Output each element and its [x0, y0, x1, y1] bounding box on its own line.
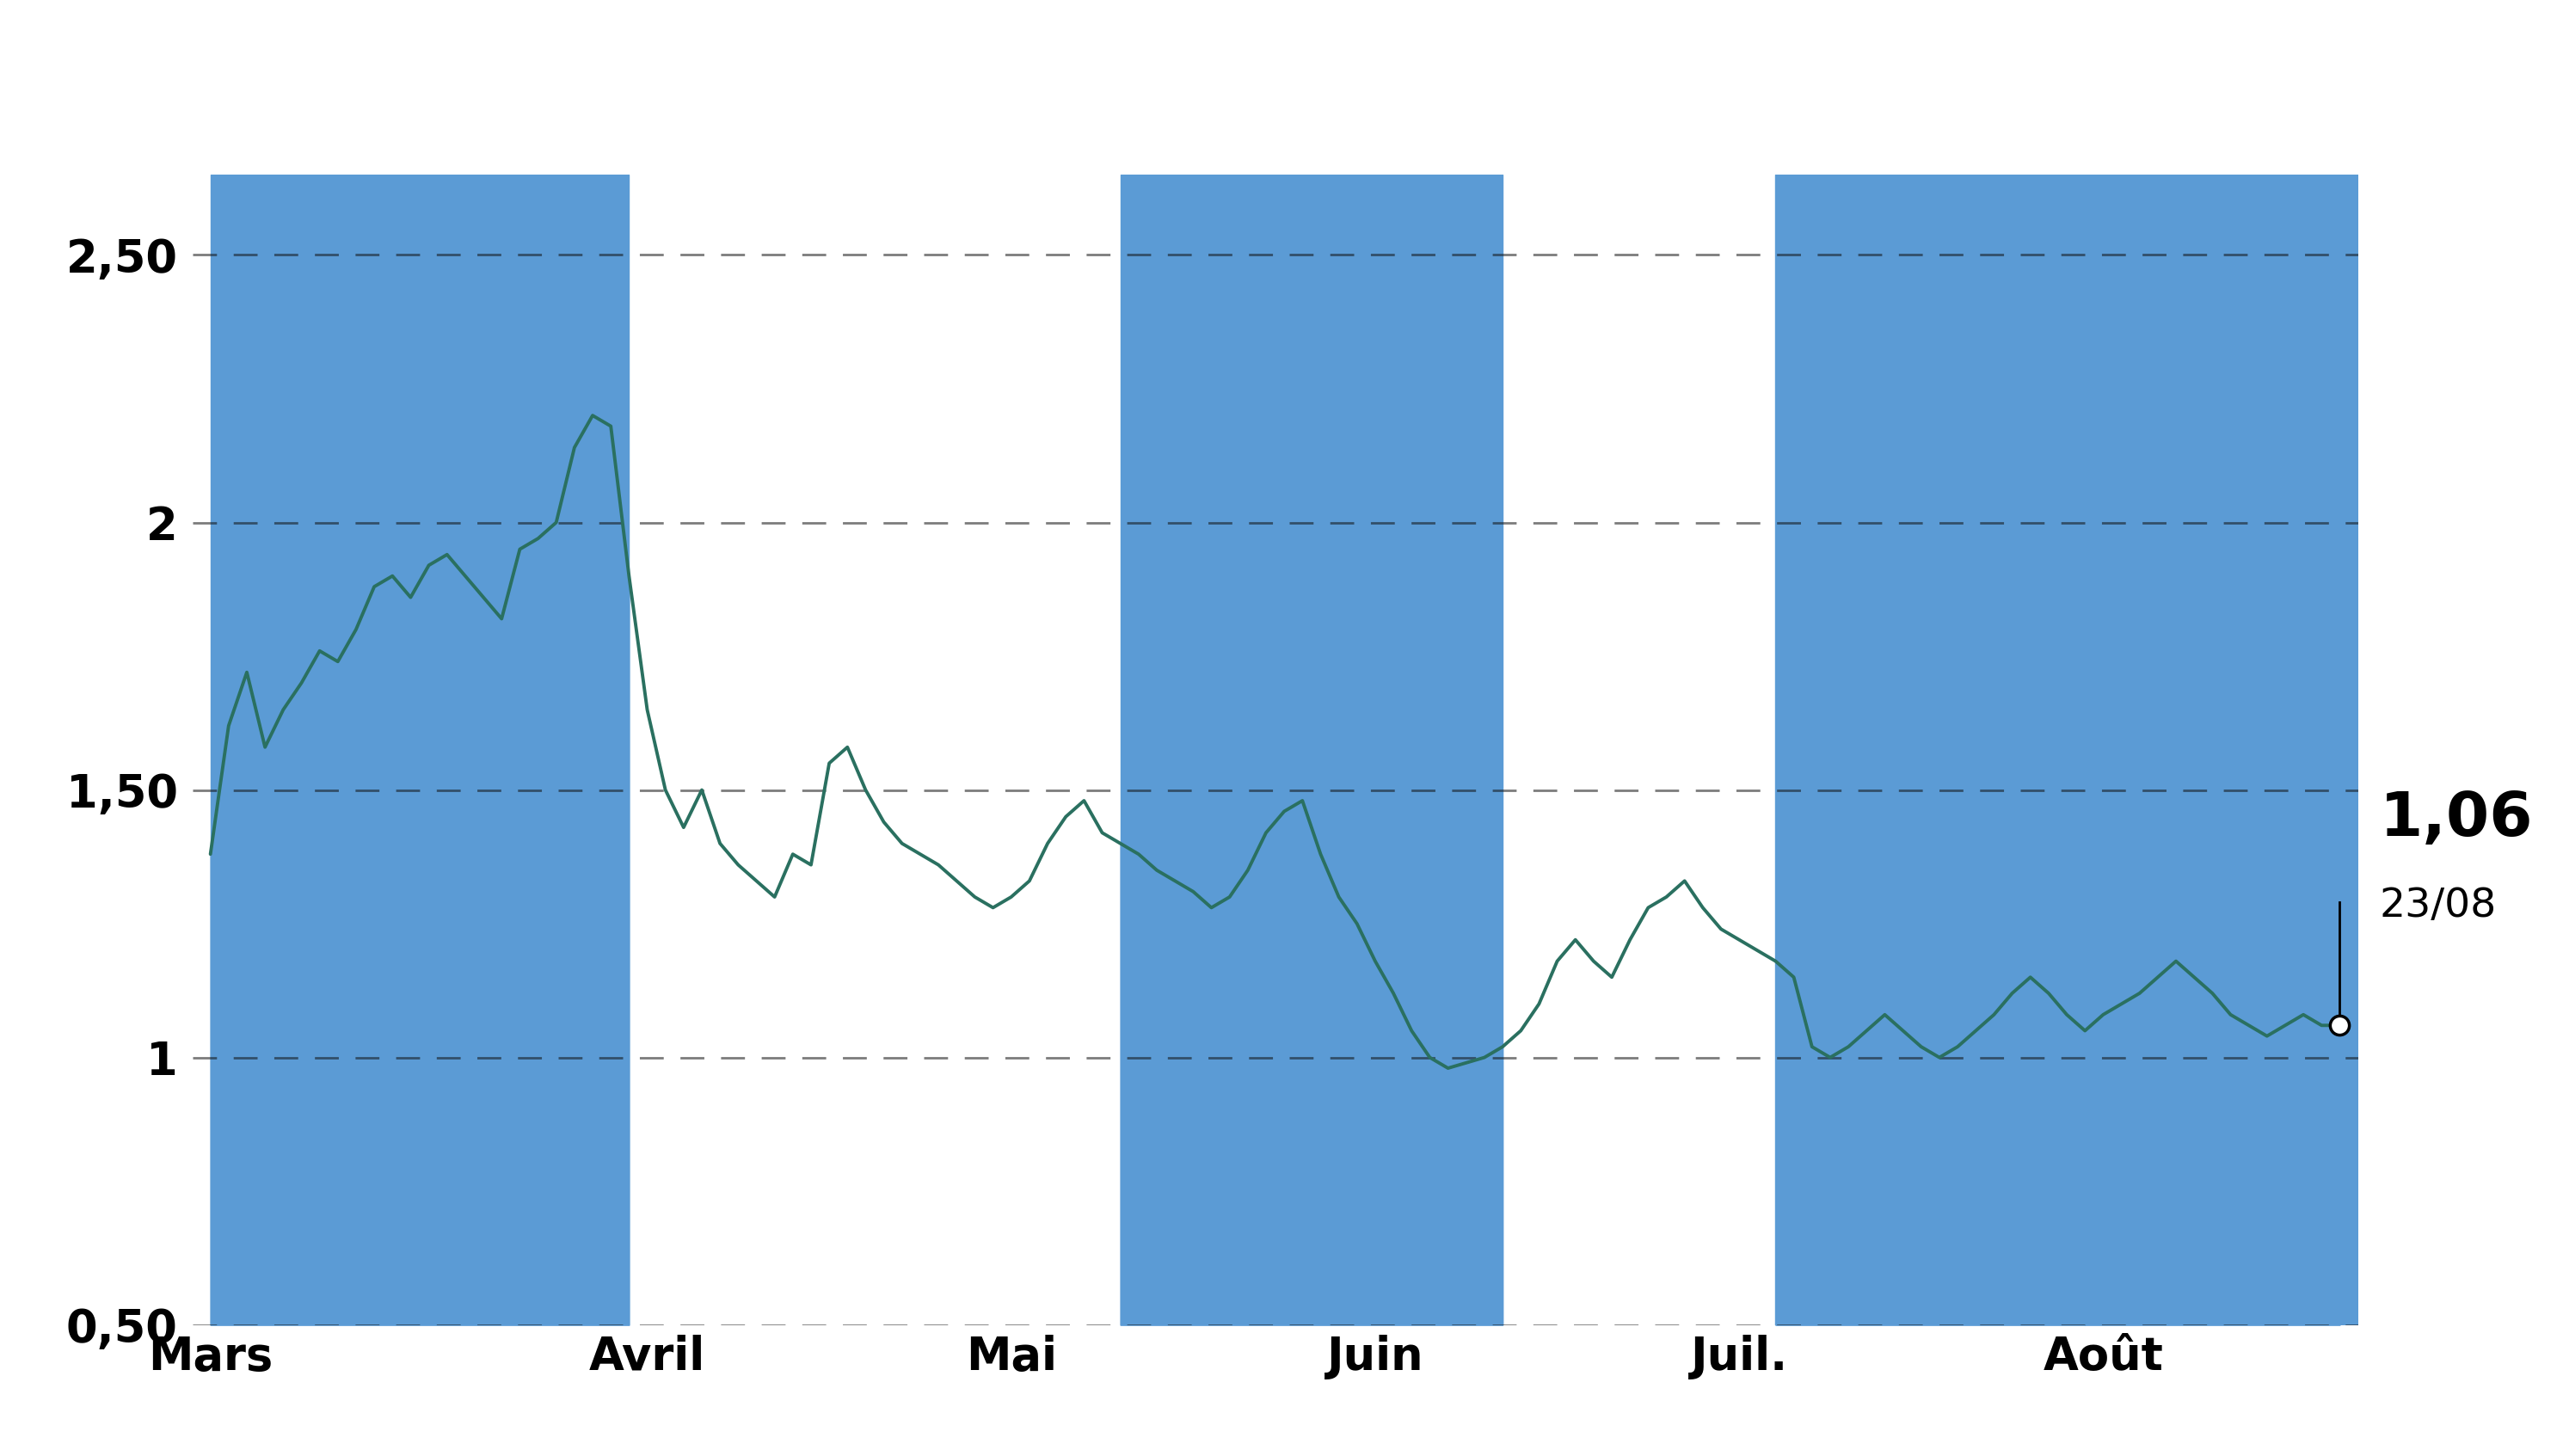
Text: 1,06: 1,06: [2381, 789, 2532, 849]
Bar: [1776, 175, 2084, 1325]
Text: 23/08: 23/08: [2381, 887, 2496, 925]
Bar: [210, 175, 628, 1325]
Bar: [1120, 175, 1502, 1325]
Bar: [2084, 175, 2486, 1325]
Text: Engine Gaming and Media, Inc.: Engine Gaming and Media, Inc.: [487, 32, 2076, 121]
